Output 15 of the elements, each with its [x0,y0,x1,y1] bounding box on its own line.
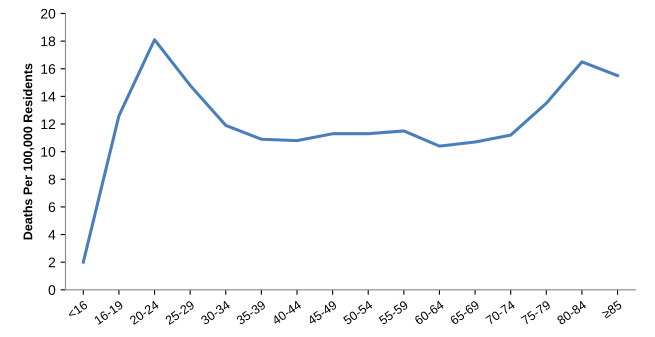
y-tick-label: 12 [41,119,56,130]
y-tick-label: 6 [48,202,56,212]
y-tick-label: 4 [48,230,56,240]
y-tick-label: 10 [41,146,56,157]
y-tick-label: 20 [41,8,56,19]
line-series [82,38,620,264]
x-tick-label: ≥85 [601,300,622,319]
x-tick-label: <16 [66,300,88,319]
y-tick-label: 2 [48,258,56,268]
y-tick-label: 16 [41,64,56,74]
y-tick-label: 0 [48,285,56,295]
y-axis-title: Deaths Per 100,000 Residents [23,64,34,240]
y-tick-label: 18 [41,36,56,46]
y-tick-label: 14 [41,92,56,102]
y-tick-label: 8 [48,174,56,184]
